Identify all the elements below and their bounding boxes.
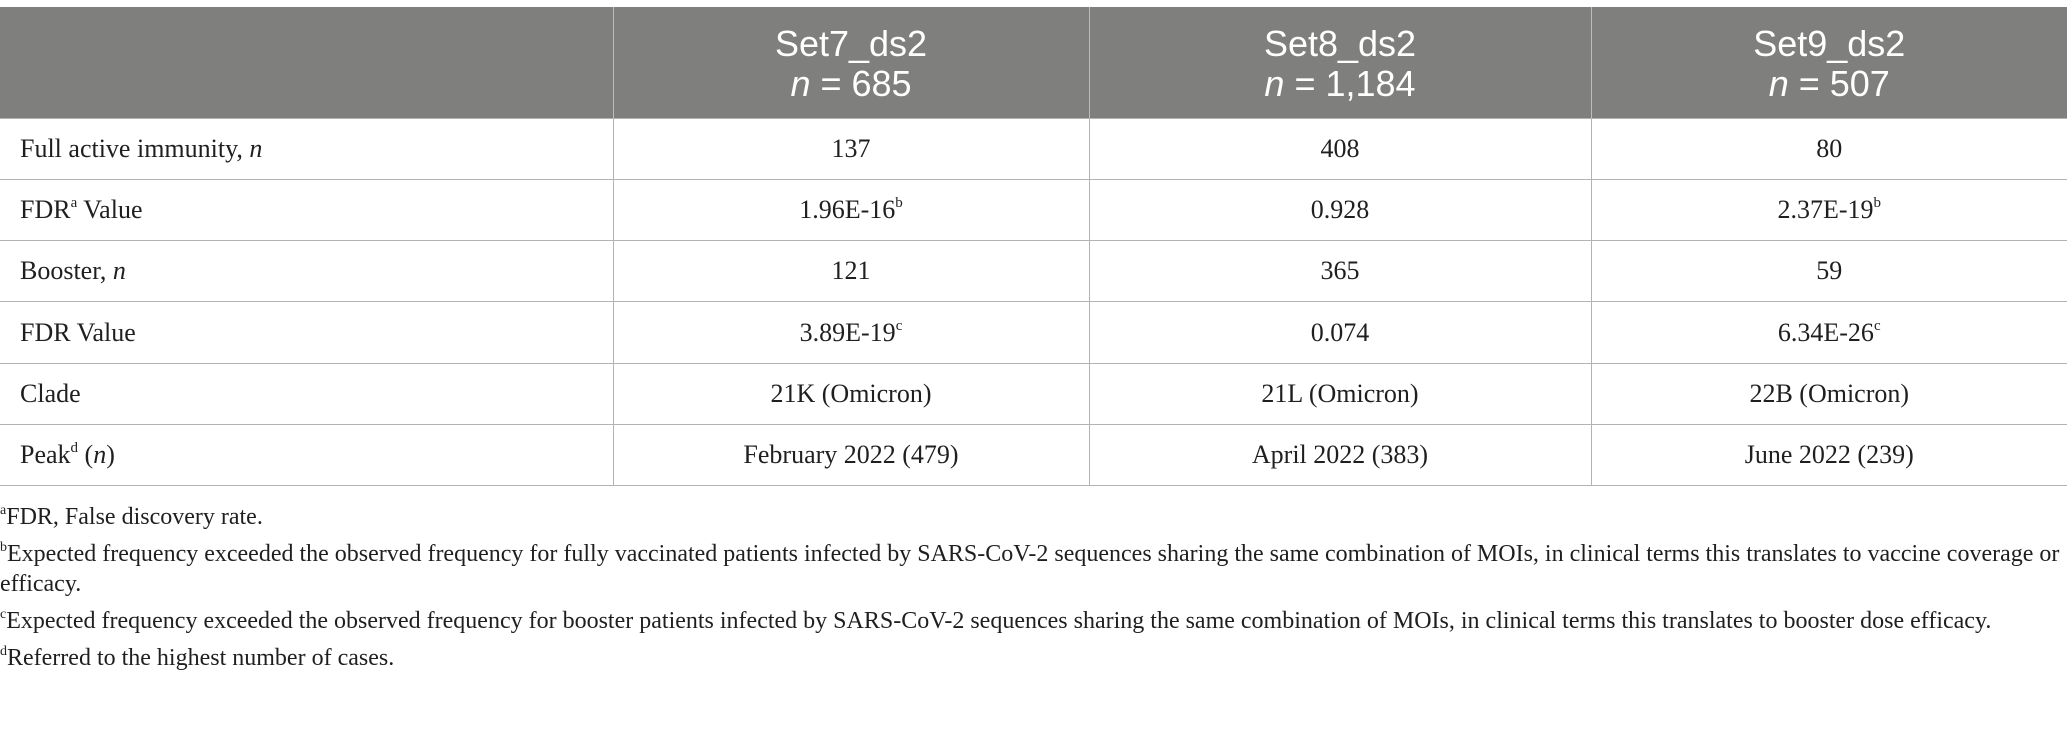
footnote-d: dReferred to the highest number of cases… (0, 644, 395, 672)
table-cell: 59 (1590, 240, 2067, 302)
table-cell: 6.34E-26c (1590, 301, 2067, 364)
row-label: FDR Value (0, 301, 613, 364)
table-cell: 365 (1088, 240, 1591, 302)
table-cell: 2.37E-19b (1590, 178, 2067, 241)
table-cell: 0.074 (1088, 301, 1591, 364)
table-footnotes: aFDR, False discovery rate. bExpected fr… (0, 502, 2060, 680)
table-cell: 21L (Omicron) (1088, 362, 1591, 425)
header-empty-cell (0, 7, 613, 118)
footnote-a: aFDR, False discovery rate. (0, 503, 263, 531)
table-cell: June 2022 (239) (1590, 423, 2067, 487)
footnote-b: bExpected frequency exceeded the observe… (0, 540, 2060, 598)
table-cell: 80 (1590, 117, 2067, 180)
table-row-full-active-immunity: Full active immunity, n 137 408 80 (0, 117, 2067, 180)
table-row-fdr-value: FDR Value 3.89E-19c 0.074 6.34E-26c (0, 301, 2067, 364)
table-cell: 0.928 (1088, 178, 1591, 241)
footnote-c: cExpected frequency exceeded the observe… (0, 607, 1992, 635)
row-label: Clade (0, 362, 613, 425)
column-sample-size: n = 1,184 (1264, 63, 1416, 105)
row-label: FDRa Value (0, 178, 613, 241)
column-name: Set9_ds2 (1753, 23, 1906, 65)
results-table: Set7_ds2 n = 685 Set8_ds2 n = 1,184 Set9… (0, 7, 2067, 487)
column-sample-size: n = 507 (1768, 63, 1890, 105)
column-header-set8: Set8_ds2 n = 1,184 (1088, 7, 1591, 118)
table-row-fdr-a-value: FDRa Value 1.96E-16b 0.928 2.37E-19b (0, 178, 2067, 241)
row-label: Full active immunity, n (0, 117, 613, 180)
table-cell: 121 (612, 240, 1089, 302)
row-label: Peakd (n) (0, 423, 613, 487)
column-name: Set8_ds2 (1263, 23, 1417, 65)
table-cell: 137 (612, 117, 1089, 180)
table-cell: 21K (Omicron) (612, 362, 1089, 425)
table-row-peak: Peakd (n) February 2022 (479) April 2022… (0, 423, 2067, 487)
table-row-booster: Booster, n 121 365 59 (0, 240, 2067, 302)
table-cell: 1.96E-16b (612, 178, 1089, 241)
table-cell: April 2022 (383) (1088, 423, 1591, 487)
table-cell: 408 (1088, 117, 1591, 180)
column-name: Set7_ds2 (774, 23, 928, 65)
column-header-set7: Set7_ds2 n = 685 (612, 7, 1089, 118)
table-row-clade: Clade 21K (Omicron) 21L (Omicron) 22B (O… (0, 362, 2067, 425)
table-header-row: Set7_ds2 n = 685 Set8_ds2 n = 1,184 Set9… (0, 7, 2067, 118)
column-header-set9: Set9_ds2 n = 507 (1590, 7, 2067, 118)
column-sample-size: n = 685 (790, 63, 912, 105)
row-label: Booster, n (0, 240, 613, 302)
table-cell: 3.89E-19c (612, 301, 1089, 364)
table-cell: February 2022 (479) (612, 423, 1089, 487)
table-cell: 22B (Omicron) (1590, 362, 2067, 425)
